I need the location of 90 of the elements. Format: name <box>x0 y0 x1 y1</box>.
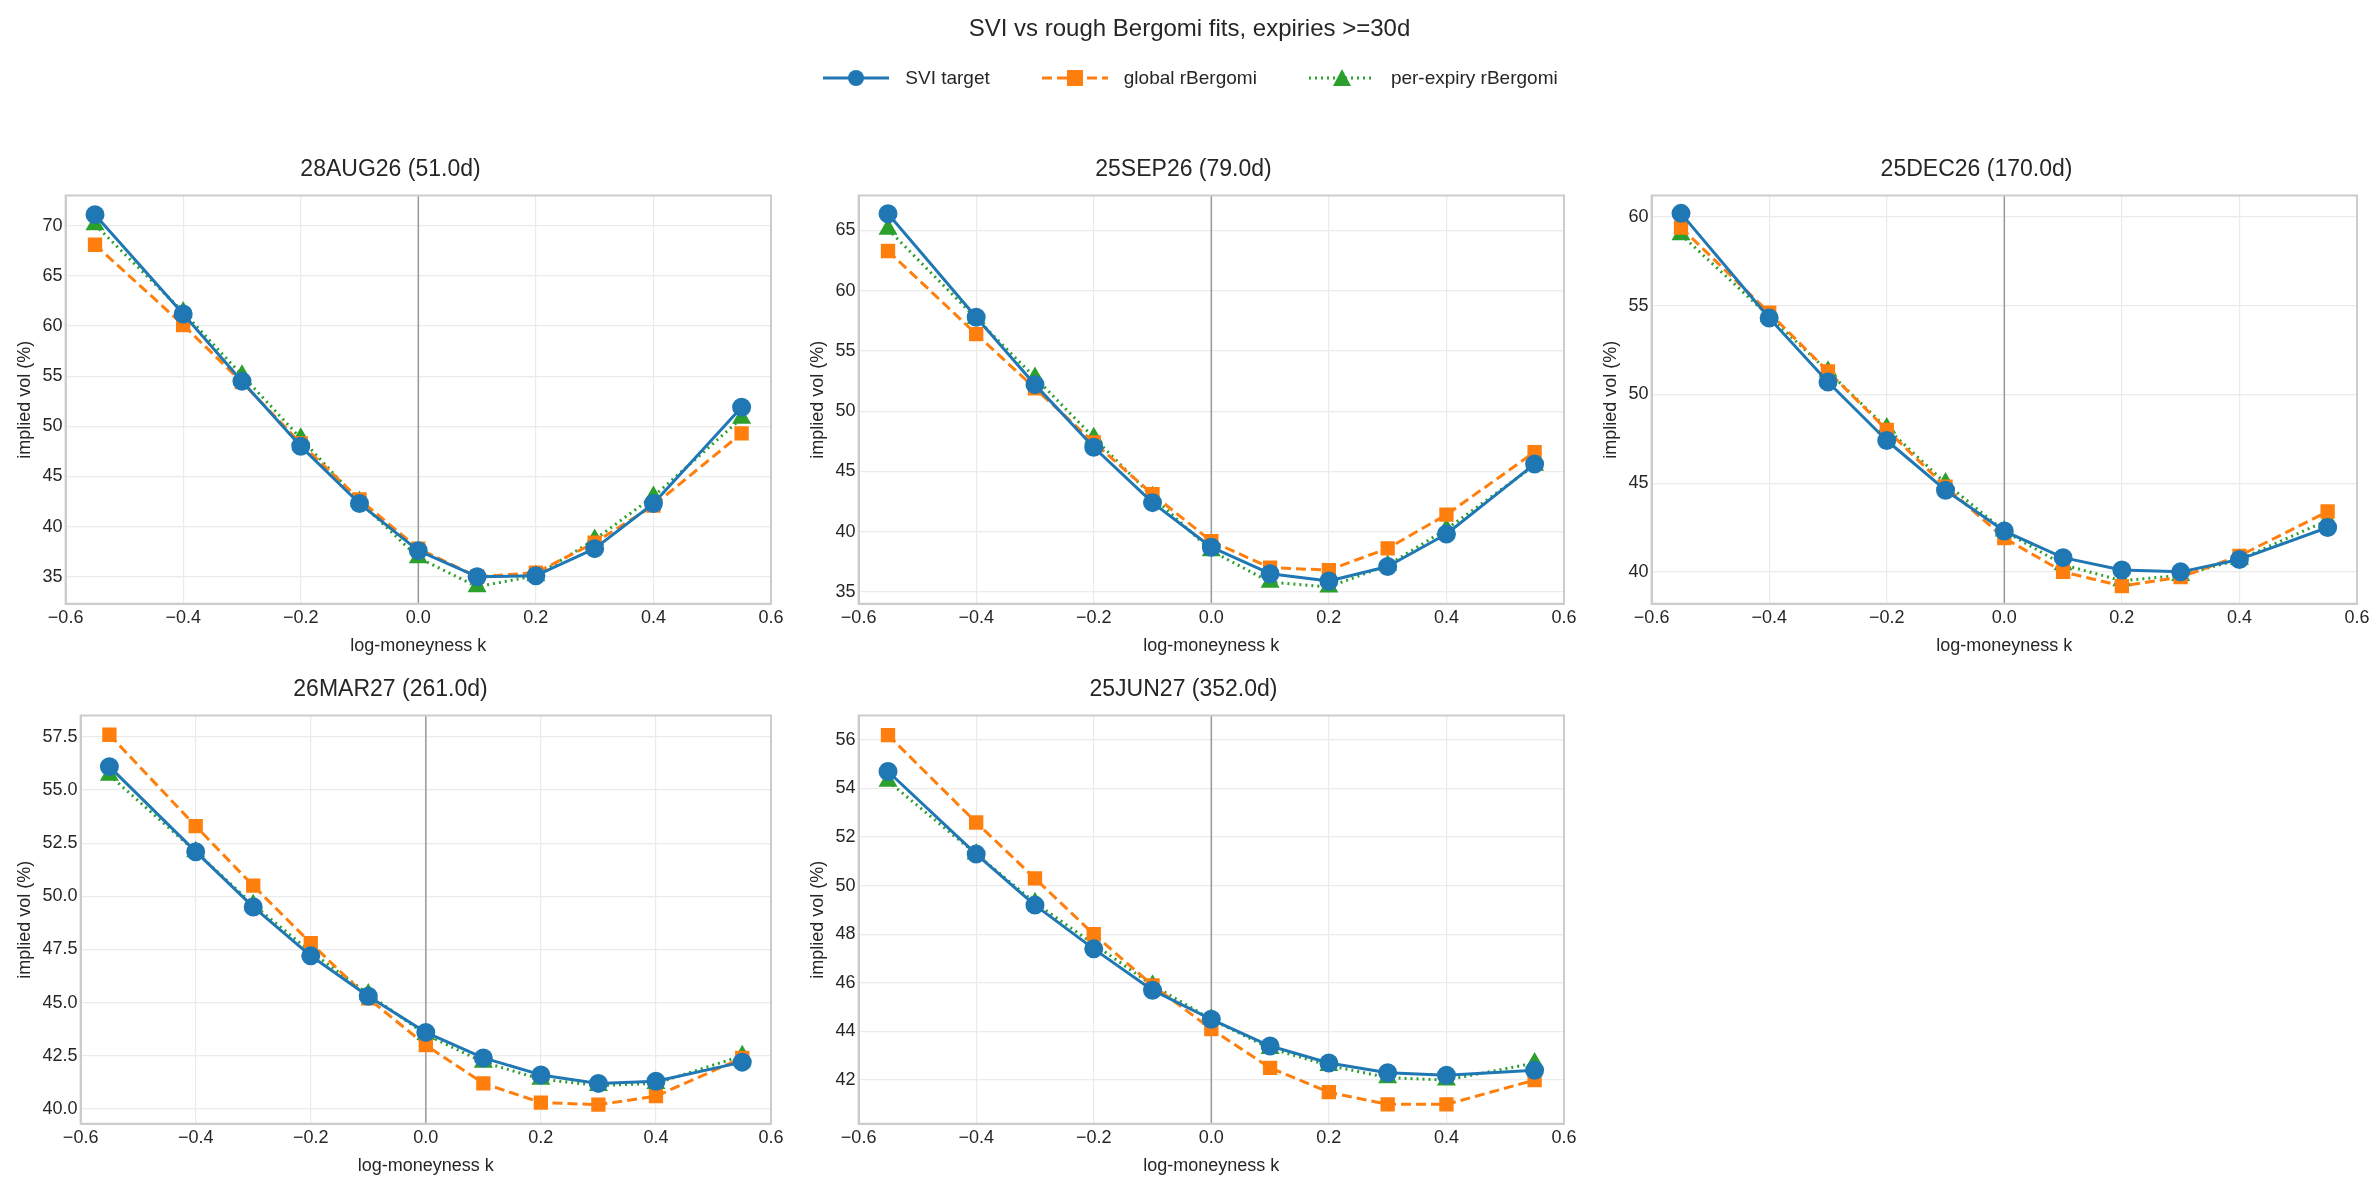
y-tick-label: 35 <box>42 565 63 586</box>
y-tick-label: 48 <box>835 923 856 944</box>
y-tick-label: 40 <box>835 520 856 541</box>
y-tick-label: 50.0 <box>42 885 78 906</box>
y-tick-label: 57.5 <box>42 725 78 746</box>
x-tick-label: 0.2 <box>1316 1126 1342 1147</box>
y-tick-label: 50 <box>1628 383 1649 404</box>
x-tick-label: 0.4 <box>643 1126 669 1147</box>
x-axis-title: log-moneyness k <box>1143 1155 1281 1176</box>
x-tick-label: −0.2 <box>1075 606 1112 627</box>
legend-label: per-expiry rBergomi <box>1390 67 1558 89</box>
x-tick-label: −0.2 <box>292 1126 329 1147</box>
x-tick-label: −0.4 <box>1751 606 1787 627</box>
y-tick-label: 55 <box>42 365 63 386</box>
x-tick-label: −0.6 <box>47 606 84 627</box>
y-tick-label: 56 <box>835 728 856 749</box>
x-tick-label: −0.2 <box>1075 1126 1112 1147</box>
y-axis-title: implied vol (%) <box>806 340 827 459</box>
y-tick-label: 46 <box>835 971 856 992</box>
chart-title: 26MAR27 (261.0d) <box>293 675 488 702</box>
x-tick-label: 0.2 <box>523 606 549 627</box>
y-tick-label: 35 <box>835 580 856 601</box>
x-axis-title: log-moneyness k <box>357 1155 495 1176</box>
y-tick-label: 50 <box>835 400 856 421</box>
legend-label: global rBergomi <box>1123 67 1257 89</box>
y-axis-title: implied vol (%) <box>13 860 34 979</box>
chart-title: 25DEC26 (170.0d) <box>1880 155 2073 182</box>
x-tick-label: −0.6 <box>1633 606 1670 627</box>
y-tick-label: 65 <box>42 264 63 285</box>
y-tick-label: 40 <box>1628 560 1649 581</box>
y-tick-label: 60 <box>1628 205 1649 226</box>
chart-title: 25JUN27 (352.0d) <box>1089 675 1278 702</box>
legend-label: SVI target <box>905 67 990 89</box>
x-tick-label: 0.2 <box>1316 606 1342 627</box>
x-tick-label: −0.6 <box>840 1126 877 1147</box>
x-tick-label: 0.6 <box>758 606 784 627</box>
y-tick-label: 60 <box>42 314 63 335</box>
y-tick-label: 55 <box>1628 294 1649 315</box>
x-axis-title: log-moneyness k <box>1143 635 1281 656</box>
x-tick-label: 0.4 <box>1433 606 1459 627</box>
y-tick-label: 50 <box>42 415 63 436</box>
y-tick-label: 54 <box>835 777 856 798</box>
x-tick-label: 0.4 <box>1433 1126 1459 1147</box>
y-tick-label: 65 <box>835 219 856 240</box>
x-tick-label: −0.6 <box>840 606 877 627</box>
x-tick-label: 0.6 <box>758 1126 784 1147</box>
y-tick-label: 40 <box>42 515 63 536</box>
y-axis-title: implied vol (%) <box>1599 340 1620 459</box>
x-axis-title: log-moneyness k <box>1936 635 2074 656</box>
x-tick-label: 0.6 <box>2344 606 2370 627</box>
y-tick-label: 55.0 <box>42 778 78 799</box>
chart-title: 25SEP26 (79.0d) <box>1095 155 1272 182</box>
y-tick-label: 50 <box>835 874 856 895</box>
y-tick-label: 70 <box>42 214 63 235</box>
y-tick-label: 45 <box>835 460 856 481</box>
x-tick-label: −0.4 <box>958 606 994 627</box>
x-tick-label: 0.6 <box>1551 1126 1577 1147</box>
x-axis-title: log-moneyness k <box>350 635 488 656</box>
y-tick-label: 45 <box>1628 472 1649 493</box>
x-tick-label: 0.2 <box>2109 606 2135 627</box>
x-tick-label: −0.2 <box>1868 606 1905 627</box>
y-tick-label: 44 <box>835 1020 856 1041</box>
x-tick-label: 0.0 <box>1991 606 2017 627</box>
y-tick-label: 55 <box>835 339 856 360</box>
y-tick-label: 47.5 <box>42 938 78 959</box>
x-tick-label: −0.4 <box>165 606 201 627</box>
y-tick-label: 42 <box>835 1069 856 1090</box>
x-tick-label: −0.6 <box>62 1126 99 1147</box>
y-axis-title: implied vol (%) <box>13 340 34 459</box>
x-tick-label: 0.0 <box>405 606 431 627</box>
y-axis-title: implied vol (%) <box>806 860 827 979</box>
y-tick-label: 42.5 <box>42 1044 78 1065</box>
y-tick-label: 52.5 <box>42 832 78 853</box>
y-tick-label: 45.0 <box>42 991 78 1012</box>
y-tick-label: 40.0 <box>42 1097 78 1118</box>
x-tick-label: 0.2 <box>528 1126 554 1147</box>
x-tick-label: −0.4 <box>177 1126 214 1147</box>
x-tick-label: 0.4 <box>2226 606 2252 627</box>
y-tick-label: 60 <box>835 279 856 300</box>
x-tick-label: −0.4 <box>958 1126 994 1147</box>
y-tick-label: 52 <box>835 826 856 847</box>
x-tick-label: 0.0 <box>413 1126 439 1147</box>
x-tick-label: 0.6 <box>1551 606 1577 627</box>
text: SVI vs rough Bergomi fits, expiries >=30d <box>967 14 1412 42</box>
chart-title: 28AUG26 (51.0d) <box>300 155 481 182</box>
x-tick-label: 0.0 <box>1198 606 1224 627</box>
x-tick-label: −0.2 <box>282 606 319 627</box>
x-tick-label: 0.4 <box>640 606 666 627</box>
y-tick-label: 45 <box>42 465 63 486</box>
x-tick-label: 0.0 <box>1198 1126 1224 1147</box>
